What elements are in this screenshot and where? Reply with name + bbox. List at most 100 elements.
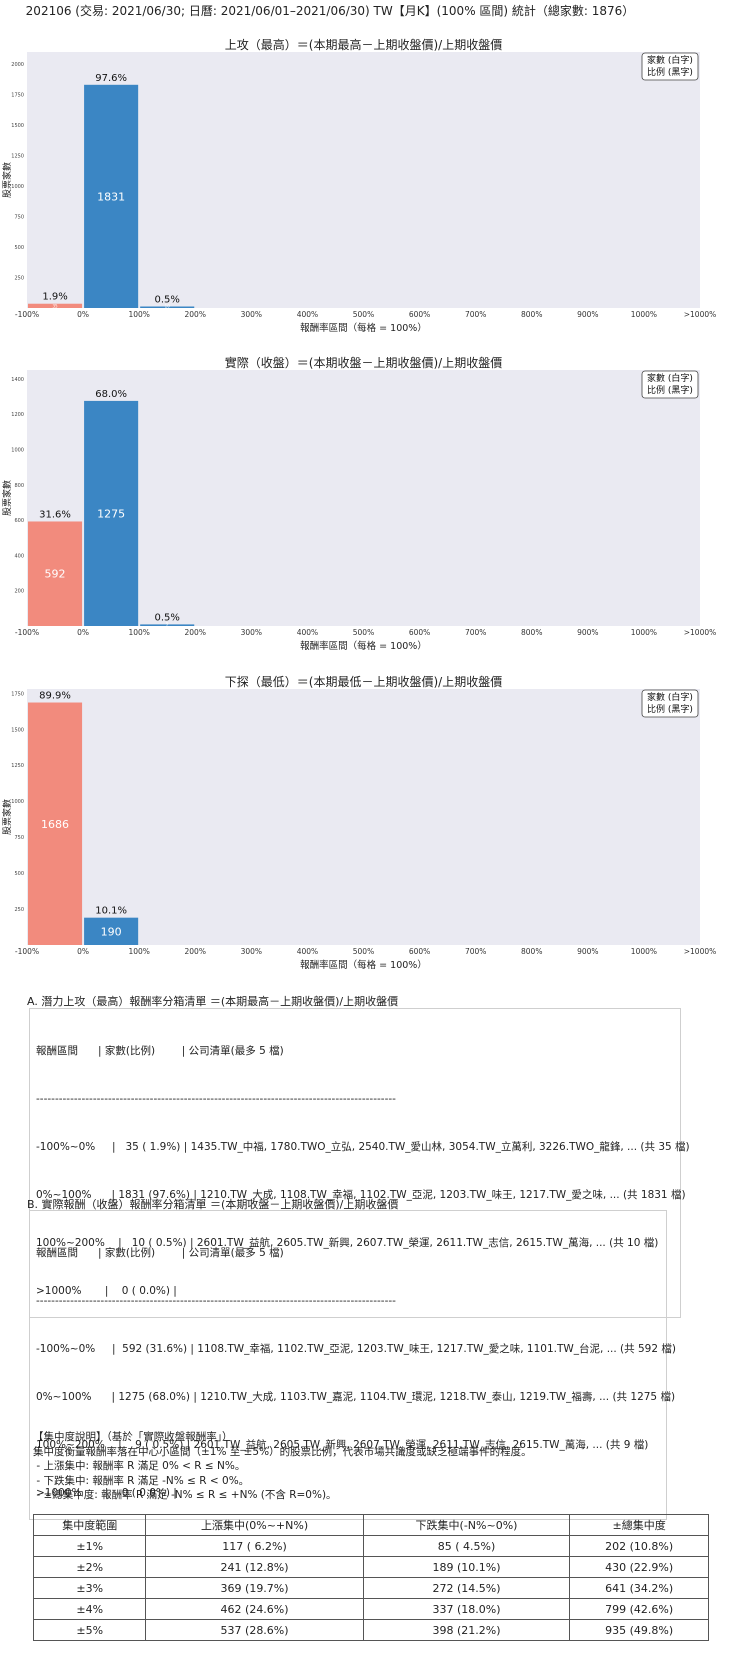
- list-b-row: 100%~200% | 9 ( 0.5%) | 2601.TW_益航, 2605…: [36, 1439, 649, 1451]
- count-label: 190: [101, 925, 122, 938]
- table-cell: ±1%: [32, 1535, 147, 1557]
- chart-title: 實際（收盤）＝(本期收盤－上期收盤價)/上期收盤價: [225, 355, 502, 370]
- list-a-row: 0%~100% | 1831 (97.6%) | 1210.TW_大成, 110…: [36, 1189, 686, 1201]
- table-cell: ±2%: [32, 1556, 147, 1578]
- list-b-box: 報酬區間 | 家數(比例) | 公司清單(最多 5 檔) -----------…: [29, 1210, 676, 1520]
- table-cell: ±3%: [32, 1577, 147, 1599]
- list-a-row: -100%~0% | 35 ( 1.9%) | 1435.TW_中福, 1780…: [36, 1141, 690, 1153]
- x-tick-label: 800%: [521, 310, 542, 319]
- table-cell: 537 (28.6%): [145, 1619, 364, 1641]
- table-header-cell: ±總集中度: [569, 1514, 709, 1536]
- x-tick-label: 100%: [128, 628, 149, 637]
- legend-count-note: 家數 (白字): [647, 372, 693, 384]
- table-row: ±1% 117 ( 6.2%) 85 ( 4.5%) 202 (10.8%): [32, 1535, 709, 1557]
- percent-label: 10.1%: [95, 906, 127, 917]
- concentration-heading: 【集中度說明】（基於「實際收盤報酬率」）: [33, 1431, 233, 1443]
- x-tick-label: >1000%: [684, 628, 717, 637]
- list-b-row: -100%~0% | 592 (31.6%) | 1108.TW_幸福, 110…: [36, 1343, 676, 1355]
- table-cell: 799 (42.6%): [569, 1598, 709, 1620]
- list-a-divider: ----------------------------------------…: [36, 1093, 396, 1105]
- x-tick-label: -100%: [15, 310, 39, 319]
- table-cell: 202 (10.8%): [569, 1535, 709, 1557]
- x-axis-label: 報酬率區間（每格 = 100%）: [300, 640, 427, 652]
- count-label: 1275: [97, 507, 125, 520]
- x-tick-label: 0%: [77, 947, 89, 956]
- count-label: 592: [45, 568, 66, 581]
- list-a-box: 報酬區間 | 家數(比例) | 公司清單(最多 5 檔) -----------…: [29, 1008, 690, 1318]
- legend-ratio-note: 比例 (黑字): [647, 384, 693, 396]
- x-tick-label: 400%: [297, 947, 318, 956]
- x-tick-label: 1000%: [631, 947, 657, 956]
- y-tick-label: 1750: [11, 691, 24, 697]
- x-tick-label: 600%: [409, 310, 430, 319]
- x-tick-label: 900%: [577, 310, 598, 319]
- x-tick-label: 600%: [409, 628, 430, 637]
- x-tick-label: 600%: [409, 947, 430, 956]
- concentration-rule: - ±總集中度: 報酬率 R 滿足 -N% ≤ R ≤ +N% (不含 R=0%…: [33, 1489, 337, 1501]
- table-cell: 935 (49.8%): [569, 1619, 709, 1641]
- chart-actual: 實際（收盤）＝(本期收盤－上期收盤價)/上期收盤價 200 400 600 800 100…: [1, 355, 717, 652]
- chart-title: 上攻（最高）＝(本期最高－上期收盤價)/上期收盤價: [225, 37, 502, 52]
- percent-label: 97.6%: [95, 73, 127, 84]
- legend-count-note: 家數 (白字): [647, 691, 693, 703]
- x-axis-label: 報酬率區間（每格 = 100%）: [300, 959, 427, 971]
- table-row: ±4% 462 (24.6%) 337 (18.0%) 799 (42.6%): [32, 1598, 709, 1620]
- page-title: 202106 (交易: 2021/06/30; 日曆: 2021/06/01–2…: [25, 4, 635, 18]
- bar: [84, 84, 139, 308]
- legend-box: [641, 370, 699, 399]
- x-tick-label: 500%: [353, 947, 374, 956]
- percent-label: 0.5%: [155, 295, 180, 306]
- y-tick-label: 400: [14, 553, 24, 559]
- y-tick-label: 750: [14, 835, 24, 841]
- list-b-row: >1000% | 0 ( 0.0%) |: [36, 1487, 177, 1499]
- x-tick-label: 1000%: [631, 628, 657, 637]
- table-row: ±5% 537 (28.6%) 398 (21.2%) 935 (49.8%): [32, 1619, 709, 1641]
- y-tick-label: 600: [14, 518, 24, 524]
- table-cell: 189 (10.1%): [362, 1556, 571, 1578]
- concentration-table: 集中度範圍 上漲集中(0%~+N%) 下跌集中(-N%~0%) ±總集中度 ±1…: [32, 1514, 709, 1641]
- x-tick-label: 800%: [521, 947, 542, 956]
- x-tick-label: 500%: [353, 310, 374, 319]
- x-tick-label: 200%: [185, 628, 206, 637]
- x-tick-label: 900%: [577, 628, 598, 637]
- y-tick-label: 1250: [11, 763, 24, 769]
- y-tick-label: 1000: [11, 799, 24, 805]
- y-tick-label: 1250: [11, 154, 24, 160]
- count-label: 35: [52, 304, 58, 309]
- y-axis-label: 股票家數: [1, 480, 13, 516]
- percent-label: 1.9%: [42, 292, 67, 303]
- table-cell: 85 ( 4.5%): [362, 1535, 571, 1557]
- x-tick-label: -100%: [15, 628, 39, 637]
- x-tick-label: 0%: [77, 310, 89, 319]
- table-row: ±2% 241 (12.8%) 189 (10.1%) 430 (22.9%): [32, 1556, 709, 1578]
- table-header-cell: 上漲集中(0%~+N%): [145, 1514, 364, 1536]
- count-label: 10: [165, 304, 171, 309]
- y-tick-label: 1500: [11, 727, 24, 733]
- x-tick-label: -100%: [15, 947, 39, 956]
- x-tick-label: 300%: [241, 310, 262, 319]
- y-tick-label: 2000: [11, 62, 24, 68]
- x-tick-label: 700%: [465, 628, 486, 637]
- list-a-row: >1000% | 0 ( 0.0%) |: [36, 1285, 177, 1297]
- bar: [28, 303, 83, 308]
- x-tick-label: >1000%: [684, 947, 717, 956]
- table-cell: ±4%: [32, 1598, 147, 1620]
- list-b-row: 0%~100% | 1275 (68.0%) | 1210.TW_大成, 110…: [36, 1391, 676, 1403]
- table-cell: 641 (34.2%): [569, 1577, 709, 1599]
- legend-box: [641, 689, 699, 718]
- x-tick-label: 400%: [297, 628, 318, 637]
- bar: [84, 400, 139, 626]
- table-header-cell: 下跌集中(-N%~0%): [362, 1514, 571, 1536]
- bar: [28, 702, 83, 945]
- table-cell: 462 (24.6%): [145, 1598, 364, 1620]
- table-cell: 272 (14.5%): [362, 1577, 571, 1599]
- table-cell: 398 (21.2%): [362, 1619, 571, 1641]
- percent-label: 89.9%: [39, 691, 71, 702]
- y-tick-label: 1000: [11, 184, 24, 190]
- x-axis-label: 報酬率區間（每格 = 100%）: [300, 322, 427, 334]
- y-tick-label: 500: [14, 871, 24, 877]
- x-tick-label: 800%: [521, 628, 542, 637]
- y-tick-label: 1750: [11, 93, 24, 99]
- x-tick-label: 900%: [577, 947, 598, 956]
- table-header-row: 集中度範圍 上漲集中(0%~+N%) 下跌集中(-N%~0%) ±總集中度: [32, 1514, 709, 1536]
